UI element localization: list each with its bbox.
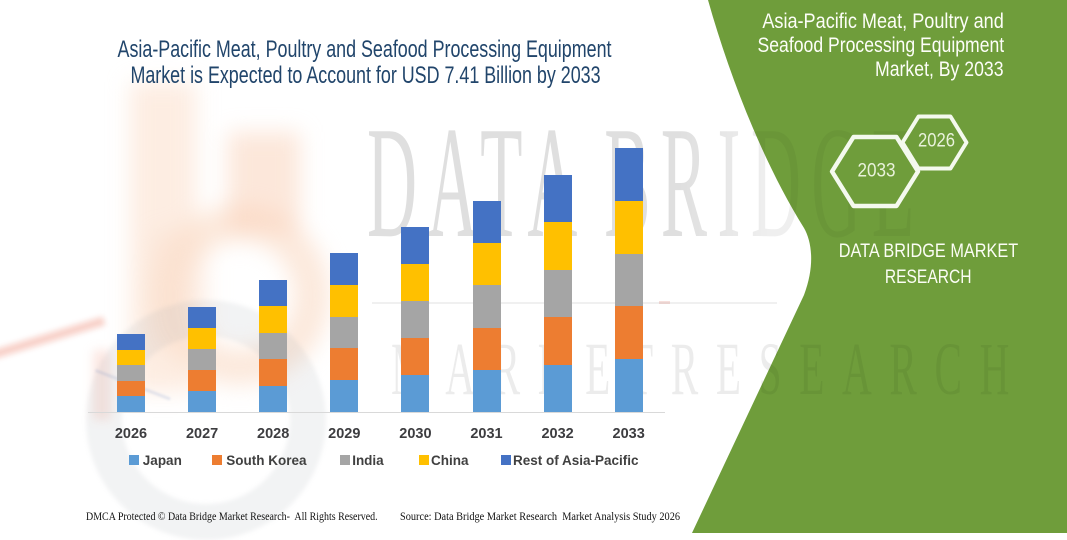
svg-text:2033: 2033 [858,160,896,182]
svg-text:2026: 2026 [918,130,955,152]
